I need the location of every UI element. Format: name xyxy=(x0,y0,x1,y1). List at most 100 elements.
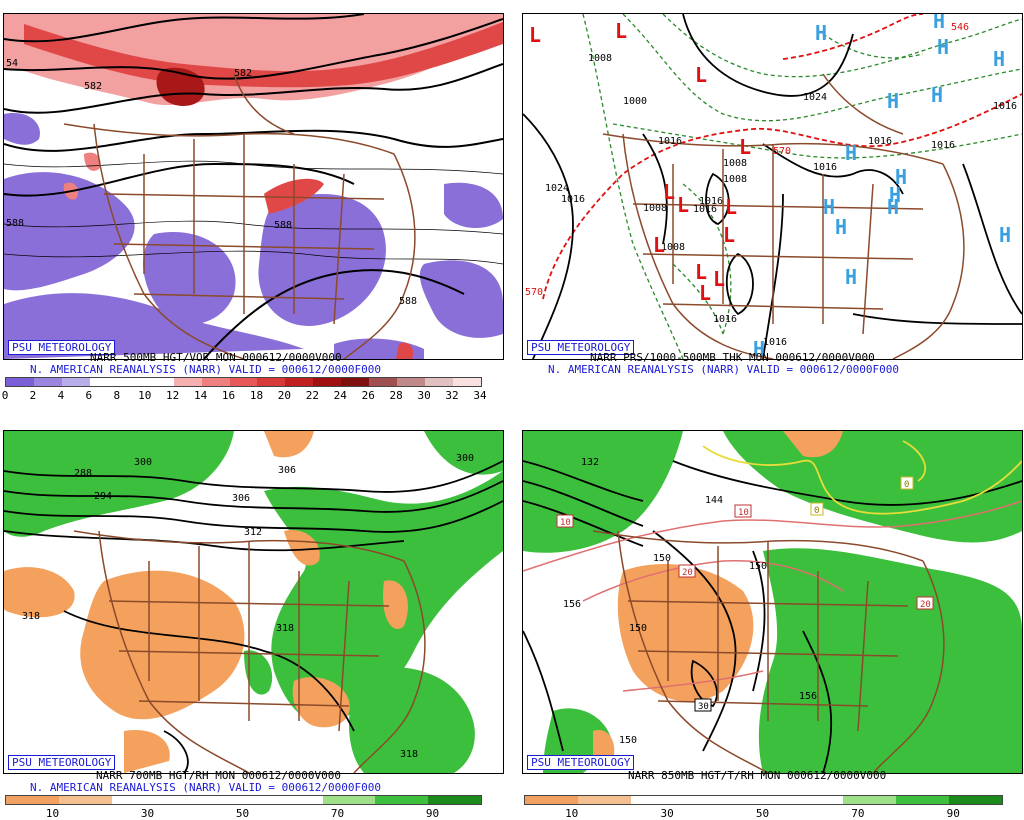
map-500mb: 54 582 588 582 588 588 xyxy=(4,14,503,359)
svg-text:H: H xyxy=(937,35,949,59)
colorbar-tick-label: 24 xyxy=(333,389,347,402)
thickness-570-line xyxy=(542,14,1022,300)
svg-text:H: H xyxy=(753,337,765,359)
svg-text:1008: 1008 xyxy=(643,203,667,214)
svg-text:H: H xyxy=(887,195,899,219)
svg-text:L: L xyxy=(529,23,541,47)
colorbar-swatch xyxy=(375,796,429,804)
caption-850mb-title: NARR 850MB HGT/T/RH MON 000612/0000V000 xyxy=(628,769,887,782)
psu-meteorology-badge: PSU METEOROLOGY xyxy=(527,340,635,355)
temperature-contours xyxy=(523,500,1022,692)
colorbar-700mb-rh-ticks: 10 30 50 70 90 xyxy=(5,807,480,820)
svg-text:1016: 1016 xyxy=(868,136,892,147)
colorbar-swatch xyxy=(145,378,174,386)
caption-pressure-title: NARR PRS/1000-500MB THK MON 000612/0000V… xyxy=(590,351,875,364)
colorbar-tick-label: 70 xyxy=(851,807,865,820)
colorbar-swatch xyxy=(269,796,323,804)
svg-text:H: H xyxy=(815,21,827,45)
pressure-labels: 1008 1000 1024 1016 1024 1016 1016 1008 … xyxy=(525,22,1017,348)
svg-text:588: 588 xyxy=(399,296,417,307)
svg-text:294: 294 xyxy=(94,491,112,502)
svg-text:150: 150 xyxy=(629,623,647,634)
svg-text:150: 150 xyxy=(749,561,767,572)
svg-text:H: H xyxy=(993,47,1005,71)
svg-text:H: H xyxy=(823,195,835,219)
svg-text:1016: 1016 xyxy=(763,337,787,348)
svg-text:L: L xyxy=(723,223,735,247)
svg-text:0: 0 xyxy=(814,506,819,516)
caption-700mb-title: NARR 700MB HGT/RH MON 000612/0000V000 xyxy=(96,769,342,782)
colorbar-tick-label: 0 xyxy=(1,389,9,402)
svg-text:30: 30 xyxy=(698,702,709,712)
colorbar-850mb-rh xyxy=(524,795,1003,805)
temperature-labels: 10 10 20 20 30 0 0 xyxy=(556,476,934,712)
colorbar-tick-label: 18 xyxy=(249,389,264,402)
svg-text:306: 306 xyxy=(278,465,296,476)
colorbar-swatch xyxy=(369,378,398,386)
svg-text:156: 156 xyxy=(563,599,581,610)
panel-850mb-temp-rh: 132 144 150 150 156 150 156 150 10 10 20… xyxy=(522,430,1023,774)
colorbar-tick-label: 28 xyxy=(389,389,403,402)
svg-text:L: L xyxy=(695,63,707,87)
svg-text:L: L xyxy=(713,267,725,291)
svg-text:1024: 1024 xyxy=(545,183,569,194)
colorbar-swatch xyxy=(737,796,790,804)
colorbar-swatch xyxy=(111,796,165,804)
svg-text:588: 588 xyxy=(274,220,292,231)
colorbar-tick-label: 2 xyxy=(29,389,37,402)
high-pressure-markers: H H H H H H H H H H H H H H H xyxy=(753,14,1011,359)
svg-text:1008: 1008 xyxy=(723,158,747,169)
humid-areas xyxy=(523,431,1022,773)
svg-text:546: 546 xyxy=(951,22,969,33)
colorbar-swatch xyxy=(257,378,286,386)
colorbar-850mb-rh-ticks: 10 30 50 70 90 xyxy=(524,807,1001,820)
caption-500mb-title: NARR 500MB HGT/VOR MON 000612/0000V000 xyxy=(90,351,342,364)
colorbar-swatch xyxy=(790,796,843,804)
colorbar-vorticity xyxy=(5,377,482,387)
colorbar-swatch xyxy=(896,796,949,804)
svg-text:582: 582 xyxy=(234,68,252,79)
political-borders xyxy=(63,73,416,359)
colorbar-swatch xyxy=(525,796,578,804)
caption-pressure-valid: N. AMERICAN REANALYSIS (NARR) VALID = 00… xyxy=(548,363,899,376)
colorbar-swatch xyxy=(684,796,737,804)
colorbar-tick-label: 34 xyxy=(473,389,487,402)
colorbar-tick-label: 50 xyxy=(235,807,250,820)
svg-text:L: L xyxy=(653,233,665,257)
height-contours xyxy=(4,14,503,359)
svg-text:1008: 1008 xyxy=(661,242,685,253)
map-pressure-thickness: 1008 1000 1024 1016 1024 1016 1016 1008 … xyxy=(523,14,1022,359)
colorbar-swatch xyxy=(322,796,376,804)
height-labels: 288 300 294 306 306 300 312 318 318 318 xyxy=(22,453,474,760)
colorbar-swatch xyxy=(631,796,684,804)
colorbar-swatch xyxy=(285,378,314,386)
colorbar-swatch xyxy=(428,796,482,804)
colorbar-tick-label: 26 xyxy=(361,389,375,402)
colorbar-swatch xyxy=(6,796,59,804)
svg-text:20: 20 xyxy=(920,600,931,610)
colorbar-swatch xyxy=(453,378,481,386)
colorbar-tick-label: 22 xyxy=(305,389,319,402)
svg-text:1016: 1016 xyxy=(713,314,737,325)
positive-vorticity-areas xyxy=(4,14,503,359)
colorbar-tick-label: 50 xyxy=(755,807,770,820)
colorbar-swatch xyxy=(425,378,453,386)
svg-text:1008: 1008 xyxy=(723,174,747,185)
svg-text:156: 156 xyxy=(799,691,817,702)
svg-text:H: H xyxy=(999,223,1011,247)
svg-text:318: 318 xyxy=(400,749,418,760)
svg-text:20: 20 xyxy=(682,568,693,578)
panel-500mb-vorticity: 54 582 588 582 588 588 PSU METEOROLOGY xyxy=(3,13,504,360)
map-850mb: 132 144 150 150 156 150 156 150 10 10 20… xyxy=(523,431,1022,773)
colorbar-tick-label: 30 xyxy=(140,807,155,820)
svg-text:588: 588 xyxy=(6,218,24,229)
svg-text:312: 312 xyxy=(244,527,262,538)
psu-meteorology-badge: PSU METEOROLOGY xyxy=(8,340,116,355)
svg-text:0: 0 xyxy=(904,480,909,490)
colorbar-tick-label: 10 xyxy=(138,389,152,402)
low-pressure-markers: L L L L L L L L L L L L xyxy=(529,19,751,305)
svg-text:570: 570 xyxy=(773,146,791,157)
svg-text:1016: 1016 xyxy=(658,136,682,147)
svg-text:1000: 1000 xyxy=(623,96,647,107)
psu-meteorology-badge: PSU METEOROLOGY xyxy=(8,755,116,770)
